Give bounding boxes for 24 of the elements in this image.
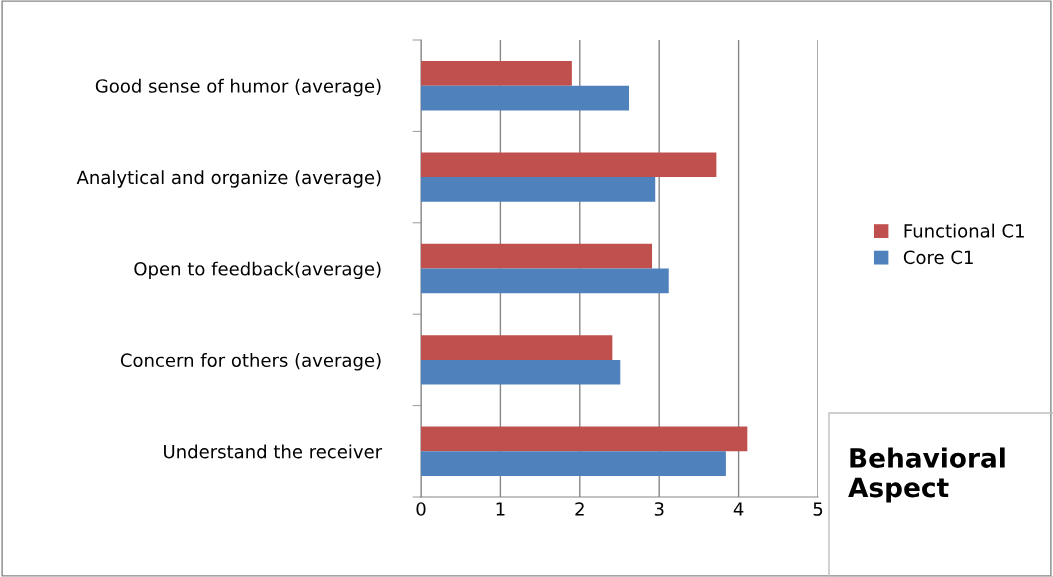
x-tick-label: 4 — [733, 502, 744, 516]
bar — [421, 451, 726, 476]
y-tick-label: Understand the receiver — [164, 444, 383, 459]
bar — [421, 152, 717, 178]
bar — [421, 177, 656, 202]
x-tick-label: 3 — [654, 502, 664, 516]
bar — [421, 243, 653, 269]
legend-label: Functional C1 — [904, 223, 1024, 238]
bar — [421, 335, 613, 360]
bar — [421, 268, 669, 294]
x-tick-label: 0 — [416, 502, 426, 516]
x-tick-label: 5 — [813, 502, 823, 516]
x-tick-label: 2 — [575, 502, 584, 516]
bar — [421, 359, 621, 385]
y-tick-label: Good sense of humor (average) — [95, 78, 381, 97]
bar — [421, 85, 630, 111]
legend-label: Core C1 — [903, 250, 973, 265]
y-tick-label: Open to feedback(average) — [134, 261, 381, 280]
text: Behavioral Aspect — [848, 447, 1005, 503]
bar — [421, 426, 748, 452]
x-tick-label: 1 — [496, 502, 505, 516]
y-tick-label: Concern for others (average) — [120, 353, 381, 371]
bar — [421, 61, 572, 86]
y-tick-label: Analytical and organize (average) — [76, 170, 381, 188]
